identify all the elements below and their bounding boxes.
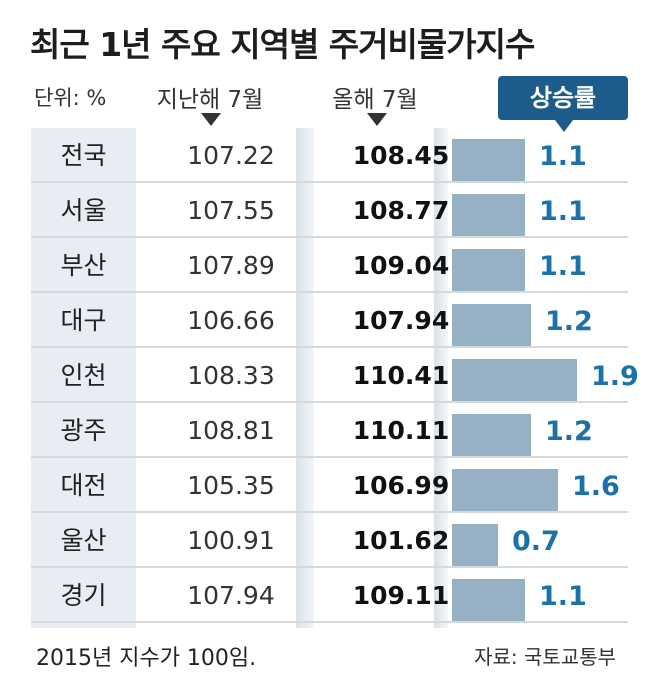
region-label: 경기 [60,581,107,610]
unit-label: 단위: % [34,86,107,110]
table-row: 울산 100.91 101.62 0.7 [31,513,628,568]
rate-value-label: 1.1 [539,251,587,282]
rate-bar [452,469,558,511]
rate-value-label: 1.2 [545,306,593,337]
rate-bar [452,414,531,456]
rate-value-label: 1.9 [591,361,639,392]
table-row: 부산 107.89 109.04 1.1 [31,238,628,293]
rate-bar [452,524,498,566]
rate-value-label: 1.2 [545,416,593,447]
rate-value-label: 1.1 [539,141,587,172]
previous-value: 108.81 [187,416,275,445]
column-pointer-previous-icon [201,113,221,126]
current-value: 108.45 [352,141,450,170]
region-label: 전국 [60,141,107,170]
region-label: 부산 [60,251,107,280]
current-value: 109.04 [352,251,450,280]
source-credit: 자료: 국토교통부 [474,645,616,669]
region-label: 서울 [60,196,107,225]
rate-header-badge: 상승률 [498,76,628,120]
current-value: 110.41 [352,361,450,390]
column-header-previous: 지난해 7월 [156,87,264,113]
previous-value: 106.66 [187,306,275,335]
rate-value-label: 1.6 [572,471,620,502]
previous-value: 105.35 [187,471,275,500]
previous-value: 108.33 [187,361,275,390]
row-divider [31,401,628,403]
column-header-current: 올해 7월 [332,87,418,113]
row-divider [31,621,628,623]
region-label: 울산 [60,526,107,555]
current-value: 109.11 [352,581,450,610]
region-label: 광주 [60,416,107,445]
region-column-background [31,128,136,628]
rate-bar [452,579,525,621]
previous-value: 107.55 [187,196,275,225]
table-row: 서울 107.55 108.77 1.1 [31,183,628,238]
region-label: 대구 [60,306,107,335]
region-label: 대전 [60,471,107,500]
row-divider [31,291,628,293]
current-value: 108.77 [352,196,450,225]
column-divider-shade [434,128,448,628]
badge-pointer-icon [555,120,573,132]
column-pointer-current-icon [367,113,387,126]
current-value: 101.62 [352,526,450,555]
current-value: 106.99 [352,471,450,500]
region-label: 인천 [60,361,107,390]
previous-value: 107.22 [187,141,275,170]
table-row: 경기 107.94 109.11 1.1 [31,568,628,623]
rate-value-label: 1.1 [539,581,587,612]
table-row: 광주 108.81 110.11 1.2 [31,403,628,458]
row-divider [31,236,628,238]
row-divider [31,346,628,348]
column-divider-shade [296,128,314,628]
current-value: 107.94 [352,306,450,335]
row-divider [31,181,628,183]
row-divider [31,456,628,458]
rate-bar [452,194,525,236]
previous-value: 100.91 [187,526,275,555]
table-row: 인천 108.33 110.41 1.9 [31,348,639,403]
table-row: 대구 106.66 107.94 1.2 [31,293,628,348]
row-divider [31,566,628,568]
current-value: 110.11 [352,416,450,445]
rate-bar [452,359,577,401]
table-row: 전국 107.22 108.45 1.1 [31,128,628,183]
rate-bar [452,139,525,181]
previous-value: 107.94 [187,581,275,610]
previous-value: 107.89 [187,251,275,280]
table-row: 대전 105.35 106.99 1.6 [31,458,628,513]
rate-value-label: 1.1 [539,196,587,227]
chart-title: 최근 1년 주요 지역별 주거비물가지수 [30,25,535,64]
rate-value-label: 0.7 [512,526,560,557]
rate-bar [452,304,531,346]
footnote: 2015년 지수가 100임. [36,646,257,671]
rate-bar [452,249,525,291]
row-divider [31,511,628,513]
